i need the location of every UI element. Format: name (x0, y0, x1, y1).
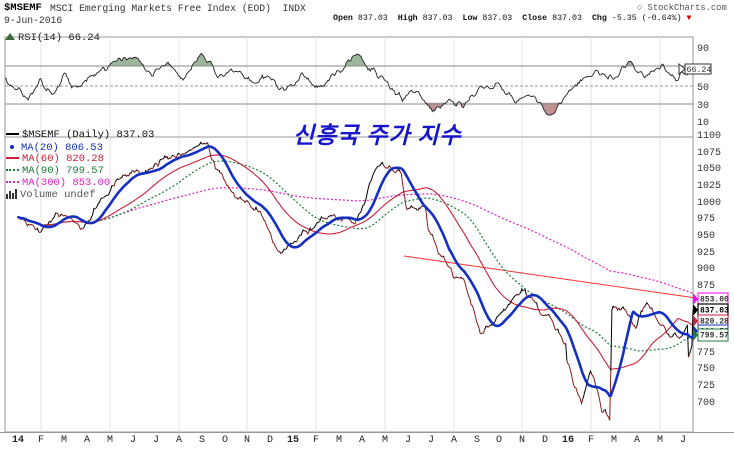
svg-text:J: J (405, 435, 411, 446)
svg-text:A: A (359, 435, 365, 446)
svg-text:M: M (657, 435, 663, 446)
svg-text:J: J (680, 435, 686, 446)
svg-text:A: A (451, 435, 457, 446)
svg-text:O: O (222, 435, 228, 446)
svg-text:J: J (130, 435, 136, 446)
svg-text:A: A (84, 435, 90, 446)
svg-text:D: D (542, 435, 548, 446)
svg-text:M: M (611, 435, 617, 446)
svg-text:16: 16 (562, 435, 574, 446)
svg-text:14: 14 (12, 435, 24, 446)
svg-text:M: M (336, 435, 342, 446)
svg-text:N: N (244, 435, 250, 446)
svg-text:M: M (107, 435, 113, 446)
svg-text:F: F (38, 435, 44, 446)
svg-text:A: A (634, 435, 640, 446)
svg-text:M: M (382, 435, 388, 446)
svg-text:S: S (199, 435, 205, 446)
svg-text:M: M (61, 435, 67, 446)
svg-text:O: O (496, 435, 502, 446)
svg-text:A: A (176, 435, 182, 446)
svg-text:15: 15 (287, 435, 299, 446)
svg-text:F: F (313, 435, 319, 446)
svg-text:J: J (153, 435, 159, 446)
svg-text:S: S (474, 435, 480, 446)
svg-text:F: F (588, 435, 594, 446)
svg-text:J: J (428, 435, 434, 446)
svg-text:N: N (519, 435, 525, 446)
svg-text:D: D (267, 435, 273, 446)
